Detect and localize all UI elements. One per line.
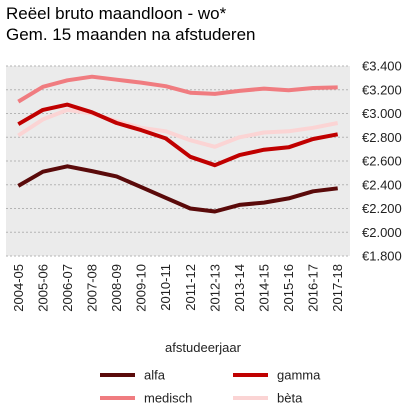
series-line-bèta — [17, 107, 339, 149]
x-tick-label-2: 2006-07 — [60, 264, 75, 312]
y-tick-label-6: €3.000 — [362, 106, 402, 121]
chart-subtitle: Gem. 15 maanden na afstuderen — [6, 25, 256, 44]
y-tick-label-3: €2.400 — [362, 177, 402, 192]
x-tick-label-7: 2011-12 — [183, 264, 198, 311]
y-tick-label-5: €2.800 — [362, 130, 402, 145]
y-tick-label-2: €2.200 — [362, 201, 402, 216]
x-tick-label-1: 2005-06 — [35, 264, 50, 312]
x-tick-label-0: 2004-05 — [11, 264, 26, 312]
x-axis-title: afstudeerjaar — [165, 340, 242, 355]
y-tick-labels: €1.800 €2.000 €2.200 €2.400 €2.600 €2.800 €3.0… — [362, 59, 402, 264]
x-tick-label-6: 2010-11 — [158, 264, 173, 311]
legend-label-gamma: gamma — [277, 368, 321, 383]
series-lines — [17, 74, 339, 214]
y-tick-label-8: €3.400 — [362, 59, 402, 74]
x-tick-label-11: 2015-16 — [281, 264, 296, 312]
x-tick-label-9: 2013-14 — [232, 264, 247, 312]
series-line-gamma — [17, 102, 339, 168]
x-tick-label-13: 2017-18 — [330, 264, 345, 312]
legend-label-bèta: bèta — [277, 391, 303, 406]
x-tick-label-3: 2007-08 — [85, 264, 100, 312]
x-tick-label-8: 2012-13 — [207, 264, 222, 312]
y-tick-label-7: €3.200 — [362, 82, 402, 97]
x-tick-label-12: 2016-17 — [306, 264, 321, 312]
series-line-medisch — [17, 74, 338, 104]
x-tick-label-4: 2008-09 — [109, 264, 124, 312]
chart-title: Reëel bruto maandloon - wo* — [6, 4, 227, 23]
x-tick-label-10: 2014-15 — [257, 264, 272, 312]
legend: alfa gamma medisch bèta — [100, 368, 321, 406]
x-tick-labels: 2004-05 2005-06 2006-07 2007-08 2008-09 2009-… — [11, 264, 345, 312]
x-tick-label-5: 2009-10 — [134, 264, 149, 312]
legend-label-medisch: medisch — [144, 391, 192, 406]
y-tick-label-4: €2.600 — [362, 154, 402, 169]
y-tick-label-1: €2.000 — [362, 225, 402, 240]
y-tick-label-0: €1.800 — [362, 249, 402, 264]
series-line-alfa — [17, 164, 338, 214]
legend-label-alfa: alfa — [144, 368, 166, 383]
